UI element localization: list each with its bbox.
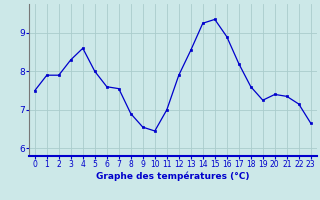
X-axis label: Graphe des températures (°C): Graphe des températures (°C): [96, 172, 250, 181]
